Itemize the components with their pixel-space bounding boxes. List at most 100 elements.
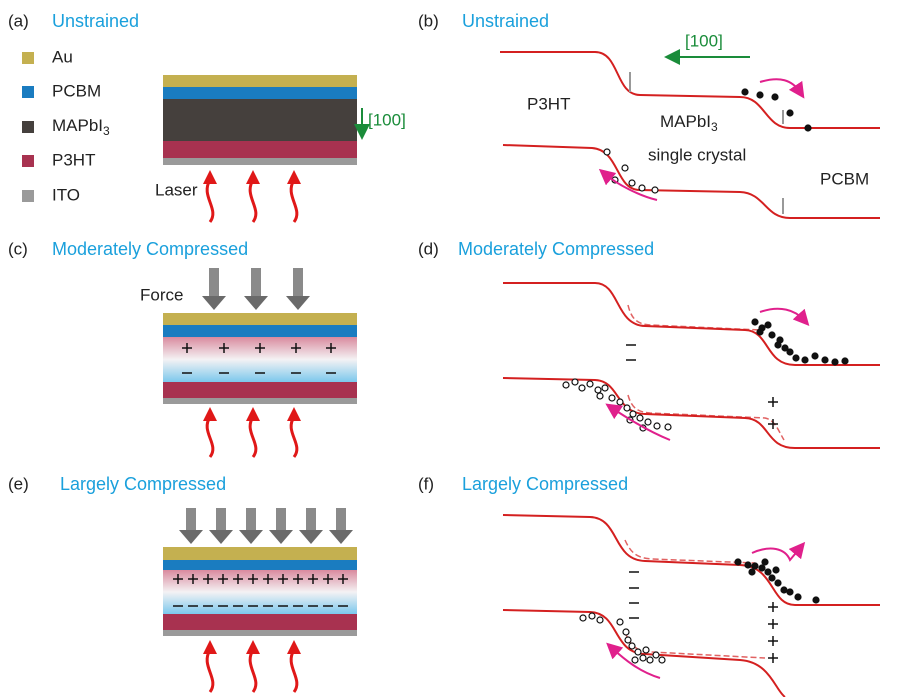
hole: [589, 613, 595, 619]
hole: [563, 382, 569, 388]
electron: [769, 575, 775, 581]
laser-arrow: [250, 650, 256, 692]
electron: [832, 359, 838, 365]
force-arrow: [276, 508, 286, 530]
force-head: [244, 296, 268, 310]
force-arrow: [251, 268, 261, 296]
hole: [630, 411, 636, 417]
electron: [812, 353, 818, 359]
electron: [765, 569, 771, 575]
laser-arrow: [207, 650, 213, 692]
band-label: MAPbI3: [660, 112, 718, 134]
laser-head: [246, 170, 260, 184]
band-label: P3HT: [527, 94, 570, 113]
carrier-arrow: [752, 548, 800, 560]
electron: [795, 594, 801, 600]
laser-head: [203, 407, 217, 421]
electron: [802, 357, 808, 363]
hole: [632, 657, 638, 663]
panel-label: (b): [418, 11, 439, 30]
page: {"panels": [ {"label": "(a)", "title": "…: [0, 0, 899, 697]
laser-arrow: [291, 417, 297, 457]
electron: [745, 562, 751, 568]
hole: [572, 379, 578, 385]
force-arrow: [186, 508, 196, 530]
device: [163, 75, 357, 165]
electron: [752, 563, 758, 569]
band-edges: [503, 283, 880, 448]
electron: [749, 569, 755, 575]
device: [163, 313, 357, 404]
force-head: [329, 530, 353, 544]
hole: [654, 423, 660, 429]
force-arrow: [306, 508, 316, 530]
hole: [645, 419, 651, 425]
hole: [625, 637, 631, 643]
hole: [665, 424, 671, 430]
electron: [757, 329, 763, 335]
electron: [772, 94, 778, 100]
device: [163, 547, 357, 636]
hole: [639, 185, 645, 191]
laser-arrow: [291, 650, 297, 692]
hole: [623, 629, 629, 635]
band-edges: [503, 515, 880, 697]
band-text: MAPbI: [660, 112, 711, 131]
carrier-arrow: [760, 309, 804, 320]
laser-head: [203, 640, 217, 654]
band-label: PCBM: [820, 169, 869, 188]
panel-label: (d): [418, 239, 439, 258]
hole: [629, 180, 635, 186]
hole: [597, 393, 603, 399]
electron: [775, 580, 781, 586]
hole: [629, 643, 635, 649]
legend-label: PCBM: [52, 81, 101, 100]
force-arrow: [209, 268, 219, 296]
legend-swatch: [22, 52, 34, 64]
panel-label: (a): [8, 11, 29, 30]
direction-label: [100]: [685, 31, 723, 50]
force-head: [239, 530, 263, 544]
hole: [643, 647, 649, 653]
laser-arrow: [250, 417, 256, 457]
hole: [579, 385, 585, 391]
hole: [604, 149, 610, 155]
legend-swatch: [22, 190, 34, 202]
force-arrow: [216, 508, 226, 530]
laser-head: [203, 170, 217, 184]
hole: [653, 652, 659, 658]
hole: [637, 415, 643, 421]
legend-label: Au: [52, 47, 73, 66]
hole: [597, 617, 603, 623]
panel-title: Largely Compressed: [462, 474, 628, 494]
laser-label: Laser: [155, 180, 198, 199]
electron: [787, 110, 793, 116]
laser-head: [287, 407, 301, 421]
panel-title: Unstrained: [462, 11, 549, 31]
force-head: [299, 530, 323, 544]
hole: [622, 165, 628, 171]
legend-label: MAPbI3: [52, 116, 110, 138]
panel-label: (c): [8, 239, 28, 258]
electron: [735, 559, 741, 565]
electron: [769, 332, 775, 338]
hole: [659, 657, 665, 663]
figure: (a) Unstrained (b) Unstrained (c) Modera…: [0, 0, 899, 697]
band-edges: [500, 52, 880, 218]
legend-swatch: [22, 155, 34, 167]
electron: [787, 349, 793, 355]
electron: [762, 559, 768, 565]
panel-label: (e): [8, 474, 29, 493]
panel-title: Moderately Compressed: [458, 239, 654, 259]
electron: [757, 92, 763, 98]
panel-label: (f): [418, 474, 434, 493]
laser-head: [246, 640, 260, 654]
band-label: single crystal: [648, 145, 746, 164]
hole: [652, 187, 658, 193]
hole: [624, 405, 630, 411]
hole: [587, 381, 593, 387]
carrier-arrow: [760, 79, 800, 92]
legend-subscript: 3: [103, 124, 110, 138]
panel-title: Largely Compressed: [60, 474, 226, 494]
electron: [822, 357, 828, 363]
